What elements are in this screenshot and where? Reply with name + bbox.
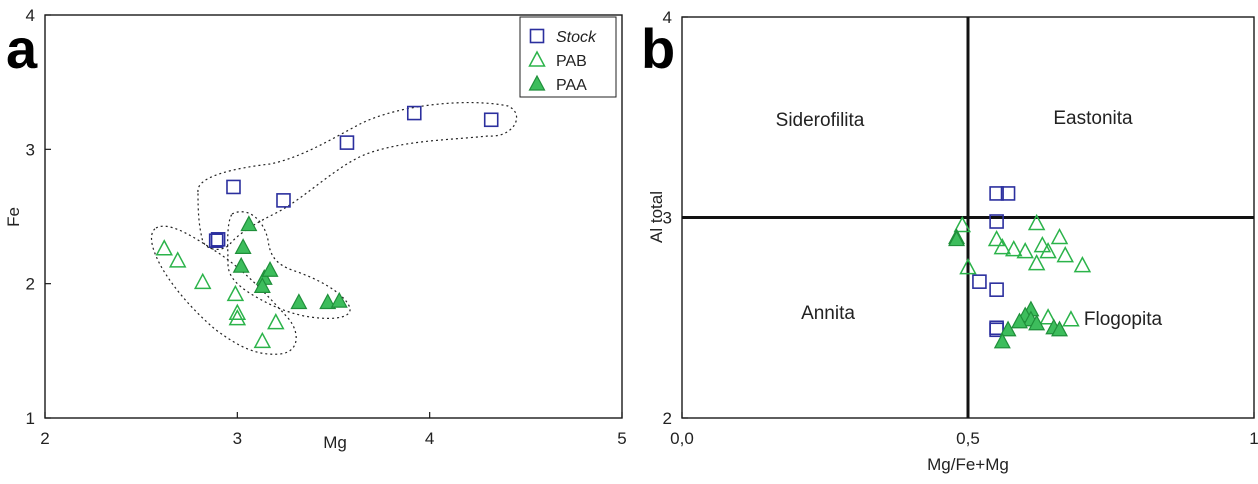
b-points: [948, 186, 1092, 349]
a-paa-point: [253, 277, 271, 293]
b-stock-point: [989, 282, 1004, 297]
a-paa-point: [330, 291, 348, 308]
b-y-axis-title: Al total: [647, 191, 666, 243]
b-pab-point: [953, 215, 972, 233]
legend-label-stock: Stock: [556, 29, 597, 46]
b-y-tick-label: 4: [663, 8, 672, 27]
a-y-tick-label: 3: [26, 140, 35, 159]
b-pab-point: [1027, 213, 1046, 231]
paa-field-outline: [227, 211, 351, 319]
stock-field-outline: [197, 101, 518, 250]
region-label-eastonita: Eastonita: [1053, 108, 1133, 129]
panel-b: b 0,0 0,5 1 2 3 4 Siderofilita Eastonita Anni…: [641, 8, 1258, 474]
a-pab-point: [253, 331, 272, 349]
a-points: [155, 105, 499, 349]
b-pab-point: [1016, 241, 1034, 259]
b-pab-point: [1073, 256, 1092, 273]
a-stock-point: [339, 135, 355, 150]
panel-letter-a: a: [6, 17, 38, 80]
legend-marker-pab: [528, 50, 546, 67]
a-stock-point: [210, 232, 226, 247]
a-stock-point: [276, 193, 291, 208]
a-pab-point: [155, 239, 173, 256]
a-pab-point: [226, 284, 245, 302]
pab-field-outline: [150, 225, 297, 355]
region-label-annita: Annita: [801, 303, 855, 324]
b-paa-point: [1028, 314, 1046, 331]
b-pab-point: [1056, 246, 1074, 263]
panel-letter-b: b: [641, 17, 675, 80]
legend-marker-paa: [528, 74, 546, 91]
a-stock-point: [483, 112, 499, 128]
b-pab-point: [1050, 227, 1069, 245]
b-stock-point: [989, 214, 1004, 229]
a-paa-point: [261, 260, 279, 277]
b-pab-point: [1062, 310, 1080, 327]
b-stock-point: [972, 274, 987, 289]
a-y-tick-label: 4: [26, 6, 35, 25]
a-x-tick-label: 4: [425, 429, 434, 448]
region-label-flogopita: Flogopita: [1084, 309, 1163, 330]
b-paa-point: [993, 332, 1011, 349]
b-regions: Siderofilita Eastonita Annita Flogopita: [776, 108, 1163, 330]
b-pab-point: [959, 258, 977, 275]
legend-marker-stock: [529, 28, 545, 44]
b-pab-point: [1027, 254, 1046, 271]
a-x-tick-label: 5: [617, 429, 626, 448]
b-pab-point: [987, 229, 1006, 247]
a-field-outlines: [150, 101, 518, 355]
b-paa-point: [999, 320, 1017, 337]
a-pab-point: [267, 313, 285, 330]
b-pab-point: [1005, 239, 1023, 257]
b-pab-point: [1039, 241, 1057, 259]
b-stock-point: [1000, 186, 1016, 201]
b-x-tick-label: 1: [1249, 429, 1258, 448]
b-paa-point: [1010, 312, 1028, 329]
a-paa-point: [234, 238, 252, 254]
b-axes: 0,0 0,5 1 2 3 4: [663, 8, 1258, 448]
a-y-tick-label: 1: [26, 409, 35, 428]
a-paa-point: [232, 256, 250, 273]
b-stock-point: [989, 186, 1004, 201]
b-y-tick-label: 3: [663, 209, 672, 228]
a-paa-point: [290, 293, 308, 310]
b-x-axis-title: Mg/Fe+Mg: [927, 455, 1009, 474]
legend-label-paa: PAA: [556, 77, 587, 94]
a-stock-point: [226, 179, 241, 195]
a-stock-point: [406, 105, 422, 121]
a-y-tick-label: 2: [26, 275, 35, 294]
b-x-tick-label: 0,0: [670, 429, 694, 448]
a-stock-point: [208, 233, 224, 248]
b-pab-point: [993, 237, 1012, 255]
a-x-axis-title: Mg: [323, 433, 347, 452]
a-x-tick-label: 2: [40, 429, 49, 448]
b-x-tick-label: 0,5: [956, 429, 980, 448]
a-plot-frame: [44, 14, 623, 419]
a-paa-point: [319, 293, 337, 310]
b-y-tick-label: 2: [663, 409, 672, 428]
b-pab-point: [1033, 235, 1052, 253]
legend-label-pab: PAB: [556, 53, 587, 70]
b-paa-point: [948, 230, 966, 247]
region-label-siderofilita: Siderofilita: [776, 110, 865, 131]
b-paa-point: [1051, 320, 1069, 337]
legend: Stock PAB PAA: [519, 16, 617, 98]
b-pab-point: [1039, 308, 1057, 325]
a-pab-point: [168, 251, 187, 268]
a-pab-point: [228, 303, 247, 320]
a-x-tick-label: 3: [233, 429, 242, 448]
a-y-axis-title: Fe: [4, 207, 23, 227]
a-paa-point: [240, 215, 258, 232]
a-pab-point: [193, 272, 212, 290]
a-pab-point: [228, 309, 247, 326]
